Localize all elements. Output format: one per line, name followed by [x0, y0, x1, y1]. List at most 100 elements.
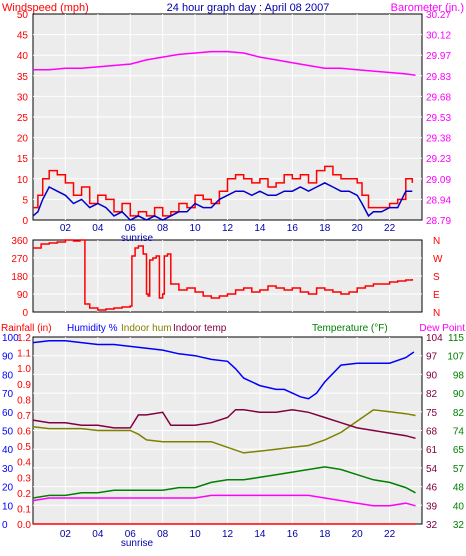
series-wind-average: [32, 182, 413, 221]
x-tick-label: 18: [319, 223, 331, 234]
windspeed-tick-label: 30: [17, 92, 29, 103]
series-dewpoint: [32, 494, 416, 507]
compass-tick-label: N: [433, 236, 440, 247]
temperature-tick-label: 90: [426, 370, 438, 381]
indoor-hum-legend: Indoor hum: [121, 323, 172, 334]
humidity-tick-label: 70: [2, 389, 14, 400]
rainfall-tick-label: 0.5: [17, 442, 31, 453]
windspeed-tick-label: 0: [22, 216, 28, 227]
rainfall-tick-label: 1.0: [17, 364, 31, 375]
rainfall-tick-label: 0.8: [17, 395, 31, 406]
windspeed-tick-label: 45: [17, 31, 29, 42]
barometer-tick-label: 29.38: [426, 134, 451, 145]
windspeed-tick-label: 50: [17, 10, 29, 21]
windspeed-tick-label: 20: [17, 134, 29, 145]
x-tick-label: 08: [157, 223, 169, 234]
barometer-tick-label: 28.79: [426, 216, 451, 227]
barometer-tick-label: 29.23: [426, 154, 451, 165]
humidity-tick-label: 100: [2, 333, 19, 344]
temperature-outer-tick-label: 74: [453, 427, 465, 438]
windspeed-axis-title: Windspeed (mph): [2, 2, 89, 14]
compass-tick-label: S: [433, 272, 440, 283]
temperature-outer-tick-label: 32: [453, 520, 465, 531]
barometer-tick-label: 30.27: [426, 10, 451, 21]
sunrise-label-top: sunrise: [121, 233, 154, 244]
humidity-tick-label: 80: [2, 370, 14, 381]
x-tick-label: 10: [190, 223, 202, 234]
x-tick-label: 20: [352, 223, 364, 234]
humidity-legend: Humidity %: [67, 323, 118, 334]
x-tick-label: 16: [287, 529, 299, 540]
x-tick-label: 10: [190, 529, 202, 540]
humidity-tick-label: 30: [2, 464, 14, 475]
windspeed-tick-label: 15: [17, 154, 29, 165]
series-temperature: [32, 466, 416, 499]
chart-title: 24 hour graph day : April 08 2007: [167, 2, 330, 14]
x-tick-label: 08: [157, 529, 169, 540]
rainfall-tick-label: 0.9: [17, 380, 31, 391]
rainfall-tick-label: 1.1: [17, 349, 31, 360]
humidity-tick-label: 60: [2, 408, 14, 419]
barometer-tick-label: 29.53: [426, 113, 451, 124]
series-windspeed: [33, 165, 414, 217]
barometer-tick-label: 29.83: [426, 72, 451, 83]
x-tick-label: 16: [287, 223, 299, 234]
x-tick-label: 14: [254, 223, 266, 234]
barometer-tick-label: 29.68: [426, 92, 451, 103]
humidity-tick-label: 40: [2, 445, 14, 456]
temperature-outer-tick-label: 115: [448, 333, 464, 344]
temperature-tick-label: 46: [426, 483, 438, 494]
series-humidity: [32, 339, 415, 400]
direction-tick-label: 270: [11, 254, 28, 265]
temperature-outer-tick-label: 48: [453, 483, 465, 494]
barometer-tick-label: 29.09: [426, 175, 451, 186]
sunrise-label-bottom: sunrise: [121, 538, 154, 549]
windspeed-tick-label: 40: [17, 51, 29, 62]
barometer-tick-label: 29.97: [426, 51, 451, 62]
temperature-tick-label: 61: [426, 445, 438, 456]
x-tick-label: 12: [222, 223, 234, 234]
x-tick-label: 02: [60, 529, 72, 540]
series-wind-direction: [33, 239, 414, 311]
rainfall-tick-label: 0.1: [17, 504, 31, 515]
windspeed-tick-label: 35: [17, 72, 29, 83]
rainfall-tick-label: 0.4: [17, 458, 31, 469]
temperature-tick-label: 82: [426, 389, 438, 400]
series-barometer: [33, 50, 416, 76]
humidity-tick-label: 90: [2, 352, 14, 363]
temperature-axis-title: Temperature (°F): [312, 323, 388, 334]
rainfall-tick-label: 0.0: [17, 520, 31, 531]
temperature-outer-tick-label: 82: [453, 408, 465, 419]
temperature-tick-label: 75: [426, 408, 438, 419]
temperature-tick-label: 68: [426, 427, 438, 438]
temperature-outer-tick-label: 40: [453, 501, 465, 512]
temperature-tick-label: 104: [426, 333, 443, 344]
x-tick-label: 14: [254, 529, 266, 540]
x-tick-label: 20: [352, 529, 364, 540]
x-tick-label: 04: [92, 529, 104, 540]
barometer-tick-label: 28.94: [426, 195, 451, 206]
humidity-tick-label: 50: [2, 427, 14, 438]
direction-tick-label: 0: [22, 308, 28, 319]
series-indoor-hum: [32, 409, 416, 454]
x-tick-label: 06: [125, 529, 137, 540]
x-tick-label: 02: [60, 223, 72, 234]
x-tick-label: 18: [319, 529, 331, 540]
x-tick-label: 22: [384, 223, 396, 234]
series-indoor-temp: [32, 408, 416, 440]
x-tick-label: 04: [92, 223, 104, 234]
direction-tick-label: 360: [11, 236, 28, 247]
humidity-tick-label: 20: [2, 483, 14, 494]
barometer-tick-label: 30.12: [426, 31, 451, 42]
humidity-tick-label: 10: [2, 501, 14, 512]
temperature-outer-tick-label: 65: [453, 445, 465, 456]
rainfall-tick-label: 0.3: [17, 473, 31, 484]
dewpoint-legend: Dew Point: [419, 323, 465, 334]
direction-tick-label: 90: [17, 290, 29, 301]
direction-tick-label: 180: [11, 272, 28, 283]
windspeed-tick-label: 10: [17, 175, 29, 186]
x-tick-label: 12: [222, 529, 234, 540]
compass-tick-label: W: [433, 254, 443, 265]
x-tick-label: 22: [384, 529, 396, 540]
